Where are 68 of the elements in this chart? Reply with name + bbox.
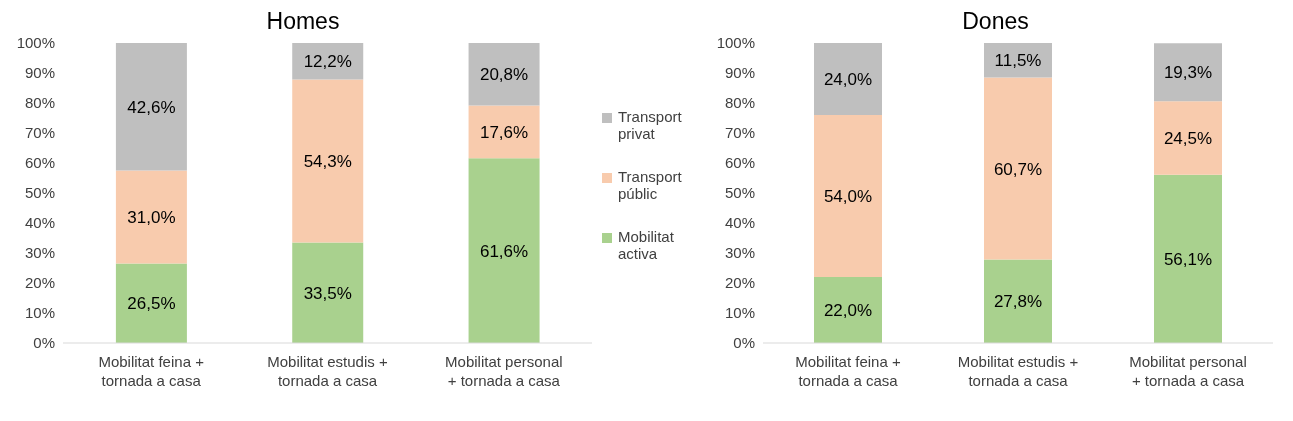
bar bbox=[468, 43, 540, 106]
y-tick-label: 20% bbox=[724, 274, 755, 292]
y-tick-label: 100% bbox=[716, 34, 755, 52]
bar bbox=[468, 105, 540, 159]
data-label: 22,0% bbox=[823, 301, 873, 321]
y-tick-label: 100% bbox=[16, 34, 55, 52]
y-tick-label: 50% bbox=[724, 184, 755, 202]
data-label: 27,8% bbox=[993, 292, 1043, 312]
y-tick-label: 90% bbox=[724, 64, 755, 82]
y-tick-label: 70% bbox=[24, 124, 55, 142]
data-label: 11,5% bbox=[994, 51, 1042, 71]
data-label: 17,6% bbox=[479, 122, 529, 142]
y-tick-label: 90% bbox=[24, 64, 55, 82]
bar bbox=[1154, 101, 1222, 175]
legend-label: Mobilitat activa bbox=[618, 228, 675, 262]
data-label: 20,8% bbox=[479, 65, 529, 85]
legend-label: Transport públic bbox=[618, 168, 683, 202]
data-label: 60,7% bbox=[993, 159, 1043, 179]
y-tick-label: 80% bbox=[724, 94, 755, 112]
y-tick-label: 60% bbox=[724, 154, 755, 172]
bar bbox=[115, 170, 187, 264]
data-label: 56,1% bbox=[1163, 249, 1213, 269]
bar bbox=[814, 115, 882, 277]
x-tick-label: Mobilitat personal + tornada a casa bbox=[1129, 353, 1247, 389]
x-tick-label: Mobilitat feina + tornada a casa bbox=[795, 353, 901, 389]
data-label: 61,6% bbox=[479, 241, 529, 261]
y-tick-label: 70% bbox=[724, 124, 755, 142]
y-tick-label: 30% bbox=[24, 244, 55, 262]
y-tick-label: 30% bbox=[724, 244, 755, 262]
bar bbox=[814, 43, 882, 115]
legend-label: Transport privat bbox=[618, 108, 683, 142]
y-tick-label: 10% bbox=[24, 304, 55, 322]
data-label: 19,3% bbox=[1163, 63, 1213, 83]
y-tick-label: 0% bbox=[733, 334, 755, 352]
y-tick-label: 0% bbox=[33, 334, 55, 352]
y-tick-label: 60% bbox=[24, 154, 55, 172]
data-label: 24,5% bbox=[1163, 128, 1213, 148]
bar bbox=[1154, 174, 1222, 343]
data-label: 31,0% bbox=[127, 208, 176, 228]
data-label: 54,3% bbox=[303, 152, 352, 172]
data-label: 33,5% bbox=[303, 283, 352, 303]
data-label: 24,0% bbox=[823, 70, 873, 90]
y-tick-label: 40% bbox=[24, 214, 55, 232]
bar bbox=[292, 79, 364, 243]
y-tick-label: 50% bbox=[24, 184, 55, 202]
bar bbox=[814, 277, 882, 343]
chart-title: Homes bbox=[266, 8, 340, 34]
bar bbox=[1154, 43, 1222, 102]
bar bbox=[292, 242, 364, 343]
y-tick-label: 10% bbox=[724, 304, 755, 322]
data-label: 26,5% bbox=[127, 294, 176, 314]
y-tick-label: 80% bbox=[24, 94, 55, 112]
chart-title: Dones bbox=[962, 8, 1029, 34]
bar bbox=[984, 259, 1052, 343]
x-tick-label: Mobilitat estudis + tornada a casa bbox=[957, 353, 1079, 389]
bar bbox=[468, 158, 540, 343]
bar bbox=[984, 77, 1052, 260]
y-tick-label: 20% bbox=[24, 274, 55, 292]
x-tick-label: Mobilitat feina + tornada a casa bbox=[98, 353, 205, 389]
data-label: 42,6% bbox=[127, 97, 176, 117]
data-label: 12,2% bbox=[303, 52, 352, 72]
y-tick-label: 40% bbox=[724, 214, 755, 232]
x-tick-label: Mobilitat personal + tornada a casa bbox=[445, 353, 563, 389]
bar bbox=[115, 263, 187, 343]
bar bbox=[292, 43, 364, 80]
data-label: 54,0% bbox=[823, 187, 873, 207]
x-tick-label: Mobilitat estudis + tornada a casa bbox=[267, 353, 388, 389]
bar bbox=[115, 43, 187, 171]
